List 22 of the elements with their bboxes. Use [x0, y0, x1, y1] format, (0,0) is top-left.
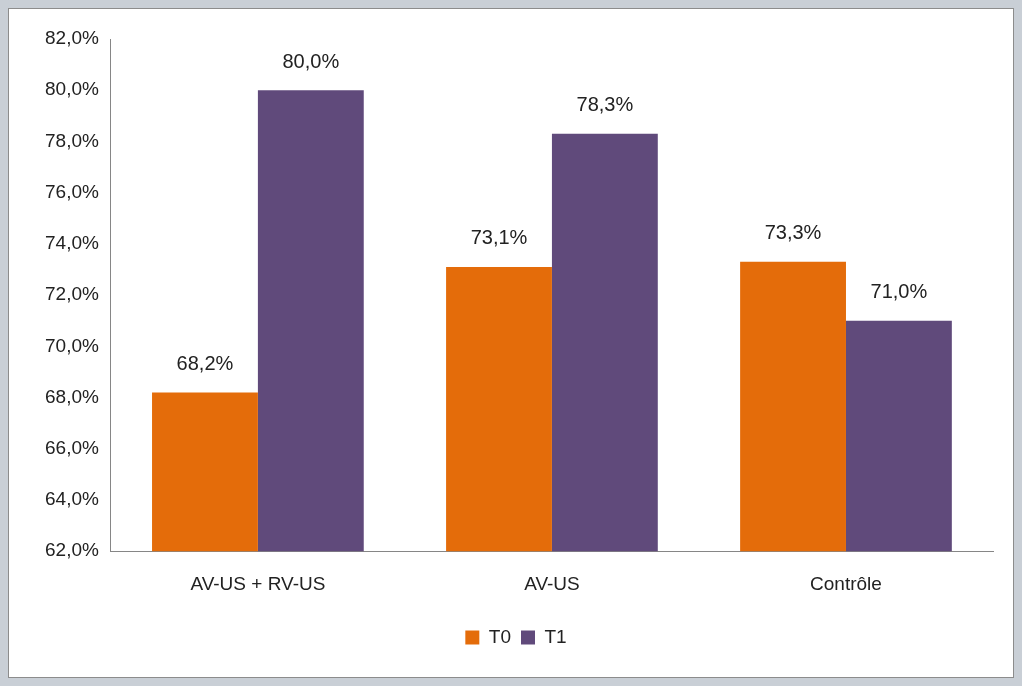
data-label: 80,0% [282, 49, 340, 72]
data-label: 68,2% [176, 351, 234, 374]
data-label: 78,3% [576, 93, 634, 116]
x-tick-label: AV-US + RV-US [190, 572, 326, 594]
y-tick-label: 82,0% [45, 27, 99, 49]
data-label: 71,0% [870, 280, 928, 303]
legend-label: T0 [488, 625, 512, 647]
y-tick-label: 74,0% [45, 232, 99, 254]
y-tick-label: 62,0% [45, 539, 99, 561]
y-tick-label: 78,0% [45, 129, 99, 151]
legend-label: T1 [544, 625, 567, 647]
x-tick-label: Contrôle [810, 572, 882, 594]
y-tick-label: 64,0% [45, 488, 99, 510]
data-label: 73,1% [470, 226, 528, 249]
y-tick-label: 80,0% [45, 78, 99, 100]
y-tick-label: 72,0% [45, 283, 99, 305]
y-tick-label: 68,0% [45, 385, 99, 407]
data-label: 73,3% [764, 221, 822, 244]
x-tick-label: AV-US [524, 572, 580, 594]
y-tick-label: 70,0% [45, 334, 99, 356]
y-tick-label: 66,0% [45, 436, 99, 458]
y-tick-label: 76,0% [45, 180, 99, 202]
